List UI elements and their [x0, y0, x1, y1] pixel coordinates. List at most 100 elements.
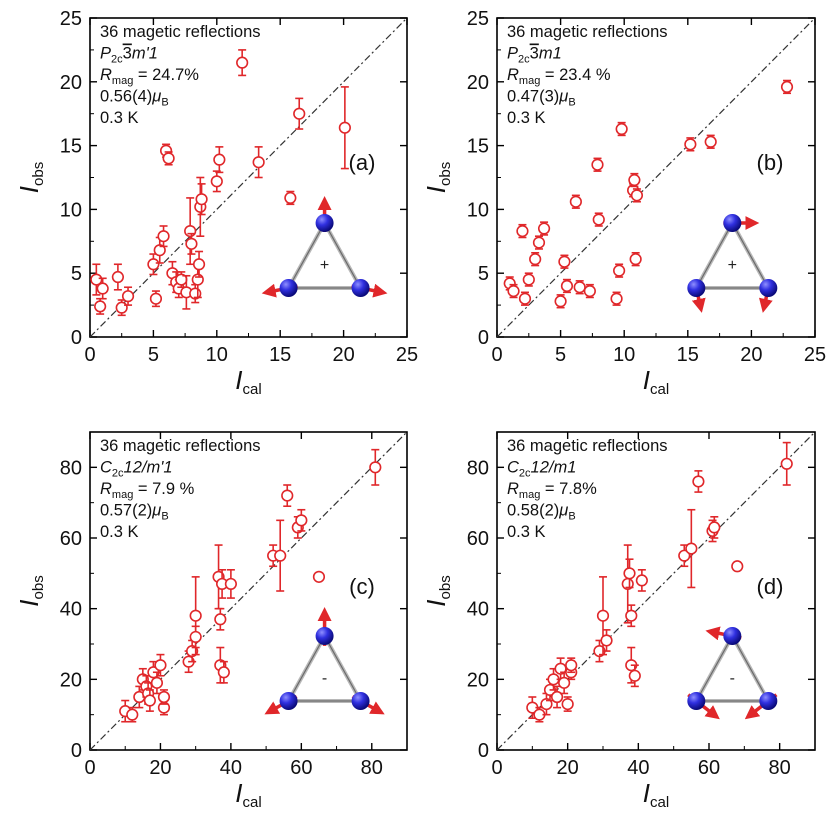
data-point: [635, 574, 648, 587]
r-factor-subscript: mag: [519, 75, 540, 87]
space-group-subscript: 2c: [519, 468, 531, 480]
x-tick-label: 10: [613, 344, 635, 366]
data-point: [629, 253, 642, 266]
annotation-r-factor: Rmag = 23.4 %: [507, 66, 611, 87]
r-factor-subscript: mag: [112, 489, 133, 501]
r-factor-subscript: mag: [112, 75, 133, 87]
data-series: [503, 79, 794, 309]
y-axis-label: Iobs: [421, 575, 454, 606]
x-axis-label: Ical: [235, 778, 261, 811]
data-point: [532, 236, 546, 249]
space-group-letter: P: [100, 45, 111, 63]
y-axis-label-main: I: [421, 599, 451, 606]
data-point: [678, 549, 691, 562]
x-tick-label: 0: [84, 344, 95, 366]
y-tick-label: 10: [467, 199, 489, 221]
moment-value: 0.57(2): [100, 502, 152, 520]
annotation-moment: 0.47(3)μB: [507, 88, 576, 109]
data-point: [185, 237, 198, 250]
data-point: [147, 258, 160, 271]
data-point: [560, 279, 574, 293]
y-axis-label-main: I: [14, 186, 44, 193]
annotation-temperature: 0.3 K: [507, 523, 546, 541]
data-point: [162, 152, 175, 165]
annotation-r-factor: Rmag = 7.9 %: [100, 480, 195, 501]
x-tick-label: 80: [769, 757, 791, 779]
annotation-moment: 0.58(2)μB: [507, 502, 576, 523]
data-point: [558, 255, 571, 268]
y-axis-label-sub: obs: [30, 575, 47, 599]
annotation-space-group: P2c3m1: [507, 45, 562, 66]
moment-unit: μ: [558, 502, 568, 520]
data-point: [708, 521, 721, 534]
x-axis-label: Ical: [643, 365, 669, 398]
annotation-space-group: P2c3m'1: [100, 45, 158, 66]
x-tick-label: 80: [361, 757, 383, 779]
data-point: [591, 158, 604, 171]
spin-ball: [279, 279, 298, 297]
spin-ball: [687, 692, 706, 710]
inset-sign: -: [322, 670, 327, 687]
data-point: [338, 121, 351, 134]
r-factor-value: = 7.9 %: [133, 480, 194, 498]
data-point: [554, 662, 567, 675]
data-point: [583, 284, 596, 298]
data-point: [518, 292, 532, 305]
data-point: [153, 244, 166, 257]
data-point: [516, 224, 529, 238]
x-tick-label: 0: [491, 757, 502, 779]
y-axis-label-main: I: [421, 186, 451, 193]
data-point: [157, 230, 170, 243]
y-axis-label-main: I: [14, 599, 44, 606]
inset-sign: -: [730, 670, 735, 687]
y-tick-label: 60: [60, 528, 82, 550]
data-point: [189, 609, 202, 622]
x-tick-label: 15: [677, 344, 699, 366]
data-point: [96, 282, 109, 295]
x-axis-label: Ical: [235, 365, 261, 398]
annotation-temperature: 0.3 K: [507, 109, 546, 127]
data-point: [600, 634, 613, 647]
annotation-space-group: C2c12/m1: [507, 459, 576, 480]
y-axis-label-sub: obs: [437, 575, 454, 599]
y-tick-label: 10: [60, 199, 82, 221]
x-tick-label: 15: [269, 344, 291, 366]
spin-ball: [759, 692, 778, 710]
x-tick-label: 5: [555, 344, 566, 366]
inset-triangle-edge: [287, 634, 362, 702]
x-axis-label-main: I: [643, 365, 650, 395]
spin-ball: [723, 627, 742, 645]
data-point: [369, 461, 382, 474]
spin-ball: [315, 214, 334, 232]
moment-unit: μ: [558, 88, 568, 106]
x-tick-label: 10: [206, 344, 228, 366]
x-tick-label: 25: [396, 344, 418, 366]
data-point: [213, 153, 226, 166]
inset-triangle-edge: [695, 221, 770, 289]
spin-ball: [759, 279, 778, 297]
data-point: [685, 542, 698, 555]
data-series: [90, 49, 351, 317]
r-factor-symbol: R: [507, 480, 519, 498]
spin-ball: [315, 627, 334, 645]
y-tick-label: 20: [467, 669, 489, 691]
inset-triangle-edge: [695, 634, 770, 702]
data-point: [623, 567, 636, 580]
annotation-reflections: 36 magetic reflections: [507, 23, 668, 41]
data-point: [126, 708, 139, 721]
y-tick-label: 40: [467, 599, 489, 621]
annotation-temperature: 0.3 K: [100, 523, 139, 541]
data-point: [731, 560, 744, 573]
y-tick-label: 0: [478, 327, 489, 349]
y-axis-label-sub: obs: [30, 162, 47, 186]
data-point: [780, 457, 793, 470]
r-factor-value: = 24.7%: [133, 66, 199, 84]
r-factor-symbol: R: [507, 66, 519, 84]
inset-sign: +: [320, 257, 329, 274]
y-tick-label: 20: [60, 72, 82, 94]
space-group-bar-digit: 3: [123, 45, 132, 63]
moment-unit-subscript: B: [568, 511, 575, 523]
